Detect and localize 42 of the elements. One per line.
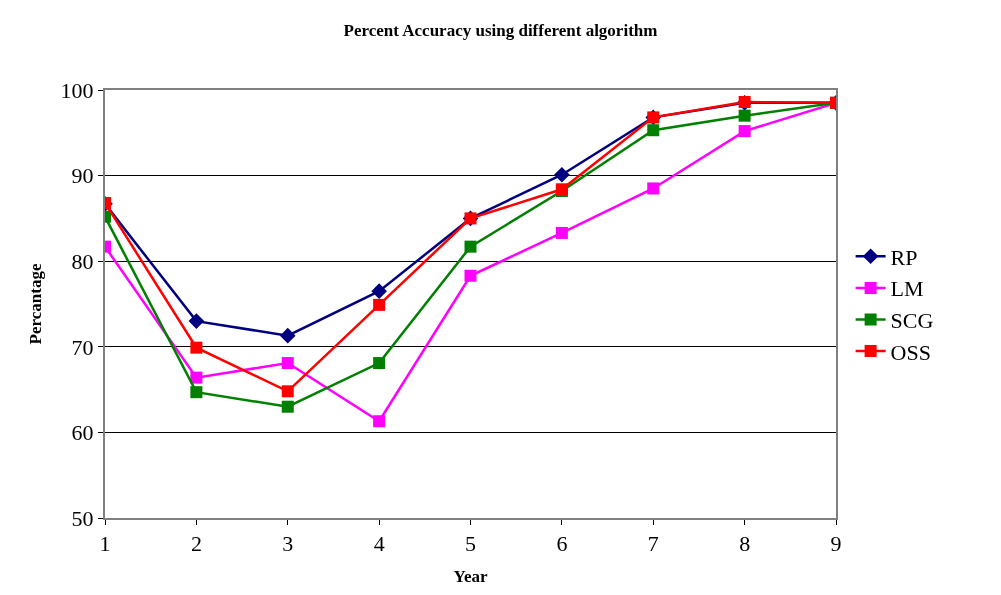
y-tick-label: 100: [60, 77, 94, 103]
point: [464, 269, 477, 282]
point: [464, 240, 477, 253]
point: [188, 313, 205, 329]
x-tick-label: 9: [830, 531, 842, 557]
point: [373, 415, 386, 428]
point: [373, 298, 386, 311]
x-tick-label: 5: [465, 531, 476, 557]
point: [738, 109, 751, 122]
point: [281, 400, 294, 413]
point: [190, 341, 203, 354]
legend-label: RP: [890, 244, 918, 270]
point: [647, 124, 660, 137]
point: [190, 371, 203, 384]
x-tick-label: 2: [190, 531, 202, 557]
point: [190, 386, 203, 399]
y-tick-label: 90: [71, 163, 94, 189]
point: [371, 283, 387, 299]
point: [281, 385, 294, 398]
x-tick-label: 7: [647, 531, 659, 557]
y-tick-label: 70: [71, 334, 94, 360]
point: [281, 357, 294, 370]
x-tick-label: 6: [556, 531, 568, 557]
y-tick-label: 50: [71, 505, 94, 531]
legend-label: SCG: [890, 308, 934, 334]
y-tick-label: 80: [71, 248, 94, 274]
x-tick-label: 4: [373, 531, 385, 557]
y-axis-title: Percantage: [25, 263, 45, 345]
point: [373, 357, 386, 370]
point: [647, 182, 660, 195]
legend-label: LM: [890, 276, 924, 302]
x-tick-label: 1: [99, 531, 111, 557]
point: [555, 226, 568, 239]
legend-label: OSS: [890, 339, 931, 365]
x-tick-label: 8: [739, 531, 751, 557]
point: [738, 125, 751, 138]
x-axis-title: Year: [453, 567, 488, 587]
chart-title: Percent Accuracy using different algorithm: [343, 20, 658, 40]
point: [554, 166, 570, 183]
point: [279, 327, 296, 344]
y-tick-label: 60: [71, 420, 94, 446]
x-tick-label: 3: [282, 531, 294, 557]
